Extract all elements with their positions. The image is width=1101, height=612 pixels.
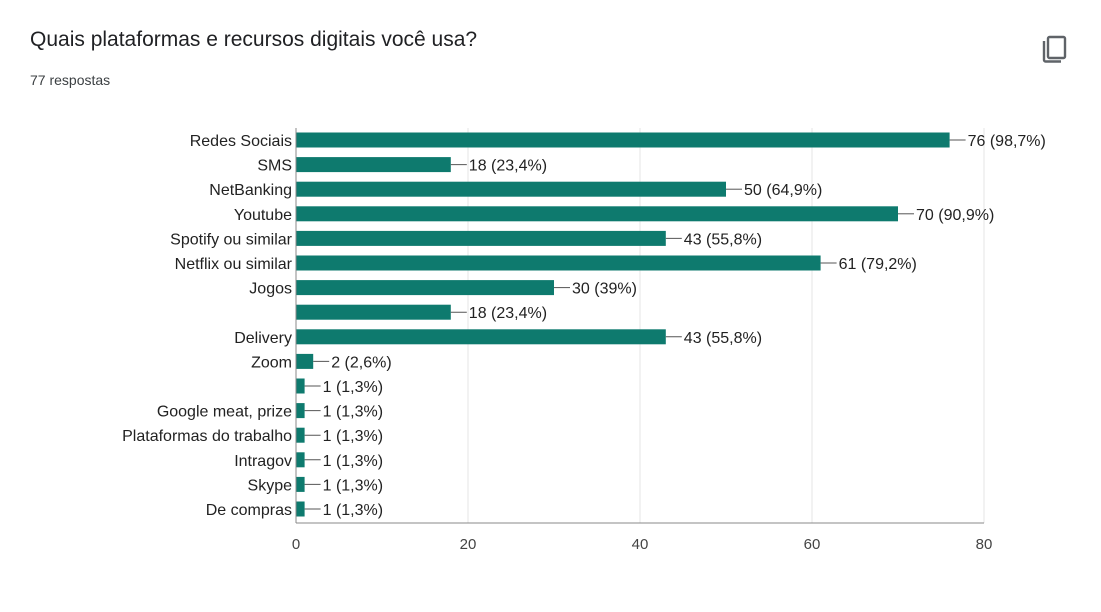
- bar: [296, 378, 305, 394]
- bar: [296, 206, 898, 222]
- data-label: 61 (79,2%): [839, 256, 917, 273]
- data-label: 43 (55,8%): [684, 231, 762, 248]
- category-label: Zoom: [251, 354, 292, 371]
- data-label: 70 (90,9%): [916, 207, 994, 224]
- copy-chart-button[interactable]: [1036, 28, 1072, 64]
- bar: [296, 157, 451, 173]
- data-label: 30 (39%): [572, 281, 637, 298]
- category-label: Youtube: [234, 207, 292, 224]
- category-label: Plataformas do trabalho: [122, 428, 292, 445]
- data-label: 18 (23,4%): [469, 305, 547, 322]
- bar: [296, 403, 305, 419]
- data-label: 1 (1,3%): [323, 379, 383, 396]
- bar: [296, 304, 451, 320]
- category-label: SMS: [257, 158, 292, 175]
- bar: [296, 255, 821, 271]
- bar: [296, 452, 305, 468]
- category-label: Spotify ou similar: [170, 231, 292, 248]
- data-label: 1 (1,3%): [323, 502, 383, 519]
- bar: [296, 427, 305, 443]
- data-label: 50 (64,9%): [744, 182, 822, 199]
- bar: [296, 353, 314, 369]
- category-label: Google meat, prize: [157, 404, 292, 421]
- data-label: 18 (23,4%): [469, 158, 547, 175]
- copy-icon: [1042, 35, 1067, 63]
- data-label: 1 (1,3%): [323, 404, 383, 421]
- category-label: Jogos: [249, 281, 292, 298]
- category-label: De compras: [206, 502, 292, 519]
- category-label: Redes Sociais: [190, 133, 292, 150]
- x-tick-label: 20: [460, 536, 477, 553]
- bar: [296, 476, 305, 492]
- category-label: NetBanking: [209, 182, 292, 199]
- bar: [296, 501, 305, 517]
- x-tick-label: 80: [976, 536, 993, 553]
- data-label: 43 (55,8%): [684, 330, 762, 347]
- data-label: 1 (1,3%): [323, 428, 383, 445]
- data-label: 76 (98,7%): [968, 133, 1046, 150]
- response-count: 77 respostas: [30, 72, 111, 88]
- data-label: 1 (1,3%): [323, 453, 383, 470]
- category-label: Netflix ou similar: [175, 256, 293, 273]
- bar: [296, 132, 950, 148]
- x-tick-label: 60: [804, 536, 821, 553]
- category-label: Delivery: [234, 330, 292, 347]
- data-label: 2 (2,6%): [331, 354, 391, 371]
- x-tick-label: 0: [292, 536, 300, 553]
- category-label: Intragov: [234, 453, 292, 470]
- bar: [296, 230, 666, 246]
- question-title: Quais plataformas e recursos digitais vo…: [30, 28, 478, 51]
- bar: [296, 329, 666, 345]
- bar: [296, 181, 726, 197]
- x-tick-label: 40: [632, 536, 649, 553]
- bar: [296, 280, 554, 296]
- data-label: 1 (1,3%): [323, 477, 383, 494]
- category-label: Skype: [248, 477, 293, 494]
